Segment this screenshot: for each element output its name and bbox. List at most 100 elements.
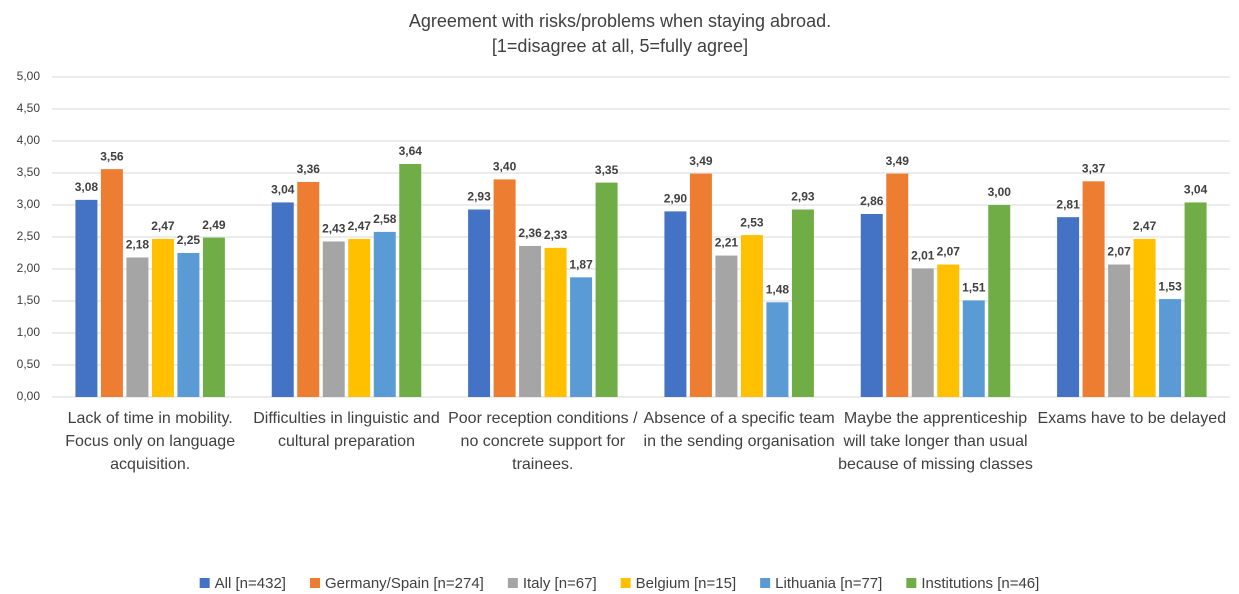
bar xyxy=(544,247,567,397)
x-tick-label: Difficulties in linguistic and cultural … xyxy=(253,410,440,450)
y-tick-label: 1,50 xyxy=(17,293,41,307)
value-label: 3,35 xyxy=(595,163,619,177)
value-label: 1,48 xyxy=(766,282,790,296)
bar xyxy=(1108,264,1131,397)
bar xyxy=(664,211,687,397)
bar xyxy=(373,231,396,397)
x-tick-label-box: Exams have to be delayed xyxy=(1037,410,1227,427)
value-label: 2,47 xyxy=(1133,219,1157,233)
bar xyxy=(75,199,98,397)
value-label: 2,25 xyxy=(177,233,201,247)
legend-label: Institutions [n=46] xyxy=(921,575,1039,592)
x-tick-label-box: Lack of time in mobility. Focus only on … xyxy=(65,410,235,473)
bar xyxy=(962,300,985,397)
x-tick-label: Maybe the apprenticeship will take longe… xyxy=(838,410,1033,473)
legend-label: Lithuania [n=77] xyxy=(775,575,882,592)
bar xyxy=(493,179,516,397)
value-label: 3,49 xyxy=(689,154,713,168)
y-tick-label: 0,50 xyxy=(17,357,41,371)
bar xyxy=(595,182,618,397)
value-label: 2,36 xyxy=(518,226,542,240)
y-tick-label: 5,00 xyxy=(17,69,41,83)
y-tick-label: 4,00 xyxy=(17,133,41,147)
bar xyxy=(202,237,225,397)
legend-label: Germany/Spain [n=274] xyxy=(325,575,484,592)
value-label: 2,49 xyxy=(202,218,226,232)
bar xyxy=(689,173,712,397)
bar xyxy=(886,173,909,397)
x-tick-label: Poor reception conditions / no concrete … xyxy=(448,410,638,473)
x-tick-label: Absence of a specific team in the sendin… xyxy=(643,410,835,450)
value-label: 2,33 xyxy=(544,228,568,242)
value-label: 2,90 xyxy=(664,192,688,206)
bar xyxy=(322,241,345,397)
y-tick-label: 2,50 xyxy=(17,229,41,243)
bar xyxy=(937,264,960,397)
value-label: 2,01 xyxy=(911,249,935,263)
value-label: 2,43 xyxy=(322,222,346,236)
value-label: 3,40 xyxy=(493,160,517,174)
legend-swatch xyxy=(507,578,518,588)
value-label: 2,81 xyxy=(1056,197,1080,211)
bar xyxy=(1057,217,1080,397)
bar xyxy=(348,238,371,397)
legend-swatch xyxy=(906,578,917,588)
bar xyxy=(988,205,1011,397)
value-label: 3,64 xyxy=(399,144,423,158)
bar xyxy=(519,245,542,397)
value-label: 3,36 xyxy=(297,162,321,176)
value-label: 1,87 xyxy=(569,257,593,271)
value-label: 1,53 xyxy=(1158,279,1182,293)
value-label: 2,93 xyxy=(467,190,491,204)
value-label: 2,21 xyxy=(715,236,739,250)
bar xyxy=(151,238,174,397)
y-tick-label: 1,00 xyxy=(17,325,41,339)
bar xyxy=(468,209,491,397)
bar xyxy=(791,209,814,397)
bar xyxy=(911,268,934,397)
value-label: 3,49 xyxy=(886,154,910,168)
y-tick-label: 3,00 xyxy=(17,197,41,211)
value-label: 2,07 xyxy=(937,245,961,259)
value-label: 2,53 xyxy=(740,215,764,229)
value-label: 2,47 xyxy=(151,219,175,233)
bar xyxy=(126,257,149,397)
value-label: 2,93 xyxy=(791,190,815,204)
y-tick-label: 0,00 xyxy=(17,389,41,403)
bar xyxy=(766,302,789,397)
bar xyxy=(715,255,738,397)
value-label: 3,04 xyxy=(271,183,295,197)
bar xyxy=(399,164,422,397)
legend-label: All [n=432] xyxy=(215,575,286,592)
x-tick-label-box: Difficulties in linguistic and cultural … xyxy=(253,410,440,450)
bar xyxy=(1082,181,1105,397)
bar xyxy=(740,235,763,397)
bar xyxy=(1159,299,1182,397)
y-tick-label: 2,00 xyxy=(17,261,41,275)
bar xyxy=(177,253,200,397)
bar xyxy=(1133,238,1156,397)
value-label: 2,47 xyxy=(348,219,372,233)
x-tick-label: Exams have to be delayed xyxy=(1037,410,1227,427)
value-label: 3,08 xyxy=(75,180,99,194)
value-label: 3,37 xyxy=(1082,161,1106,175)
legend: All [n=432] Germany/Spain [n=274] Italy [n… xyxy=(199,575,1039,592)
bar xyxy=(100,169,123,397)
legend-label: Italy [n=67] xyxy=(523,575,597,592)
value-label: 1,51 xyxy=(962,281,986,295)
bar xyxy=(570,277,593,397)
x-tick-label-box: Maybe the apprenticeship will take longe… xyxy=(838,410,1033,473)
value-label: 2,18 xyxy=(126,238,150,252)
value-label: 2,86 xyxy=(860,194,884,208)
legend-swatch xyxy=(760,578,771,588)
chart-subtitle: [1=disagree at all, 5=fully agree] xyxy=(492,36,748,56)
bar xyxy=(297,181,320,397)
legend-label: Belgium [n=15] xyxy=(636,575,736,592)
value-label: 3,56 xyxy=(100,149,124,163)
value-label: 3,04 xyxy=(1184,183,1208,197)
value-label: 2,07 xyxy=(1107,245,1131,259)
bar xyxy=(860,213,883,397)
x-tick-label-box: Poor reception conditions / no concrete … xyxy=(448,410,638,473)
bar xyxy=(1184,202,1207,397)
